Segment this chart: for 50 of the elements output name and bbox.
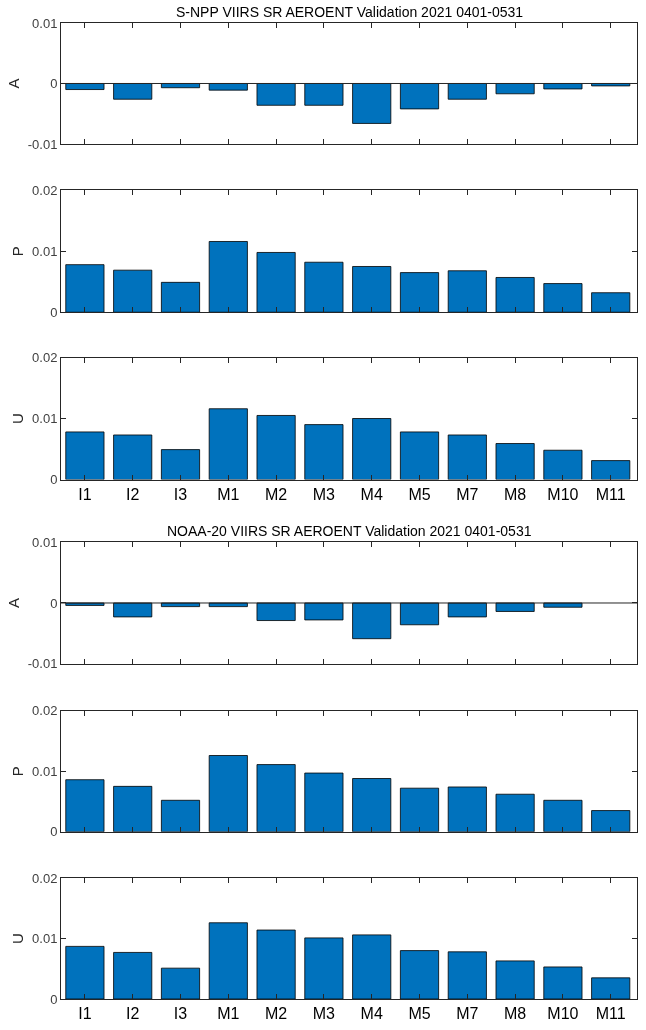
x-tick-label: I3 [173,1005,188,1023]
y-tick-label: 0 [50,472,58,488]
x-tick-label: M11 [595,485,626,503]
y-axis-title: A [5,597,23,608]
x-tick-label: M7 [456,1005,479,1023]
x-tick-label: M11 [595,1005,626,1023]
x-tick-label: M1 [217,1005,240,1023]
y-tick-label: -0.01 [27,136,58,152]
y-tick-label: 0.02 [32,182,58,198]
x-tick-label: M2 [264,485,288,503]
x-tick-label: M4 [360,1005,383,1023]
y-tick-label: -0.01 [27,656,58,672]
y-tick-label: 0 [50,824,58,840]
y-axis-title: A [5,78,23,89]
y-tick-label: 0.02 [32,350,58,366]
x-tick-label: M8 [503,485,527,503]
x-tick-label: M2 [264,1005,288,1023]
y-axis-title: P [9,246,27,257]
x-tick-label: M7 [456,485,479,503]
y-axis-title: U [9,413,27,424]
x-tick-label: M10 [547,1005,579,1023]
y-axis-title: P [9,766,27,777]
x-tick-label: I2 [126,1005,140,1023]
chart-title: S-NPP VIIRS SR AEROENT Validation 2021 0401-0531 [176,4,524,20]
y-tick-label: 0 [50,991,58,1007]
x-tick-label: M3 [312,1005,336,1023]
y-axis-title: U [9,933,27,944]
y-tick-label: 0.02 [32,703,58,719]
x-tick-label: M10 [547,485,579,503]
x-tick-label: M4 [360,485,383,503]
y-tick-label: 0 [50,595,58,611]
x-tick-label: M3 [312,485,336,503]
y-tick-label: 0.01 [32,763,58,779]
y-tick-label: 0 [50,76,58,92]
x-tick-label: I1 [78,1005,92,1023]
x-tick-label: M5 [408,485,431,503]
y-tick-label: 0 [50,304,58,320]
x-tick-label: M1 [217,485,240,503]
x-tick-label: M5 [408,1005,431,1023]
y-tick-label: 0.01 [32,535,58,551]
y-tick-label: 0.01 [32,931,58,947]
y-tick-label: 0.01 [32,15,58,31]
y-tick-label: 0.01 [32,243,58,259]
y-tick-label: 0.01 [32,411,58,427]
x-tick-label: M8 [503,1005,527,1023]
chart-title: NOAA-20 VIIRS SR AEROENT Validation 2021 0401-0531 [167,523,532,539]
x-tick-label: I1 [78,485,92,503]
x-tick-label: I3 [173,485,188,503]
y-tick-label: 0.02 [32,870,58,886]
x-tick-label: I2 [126,485,140,503]
